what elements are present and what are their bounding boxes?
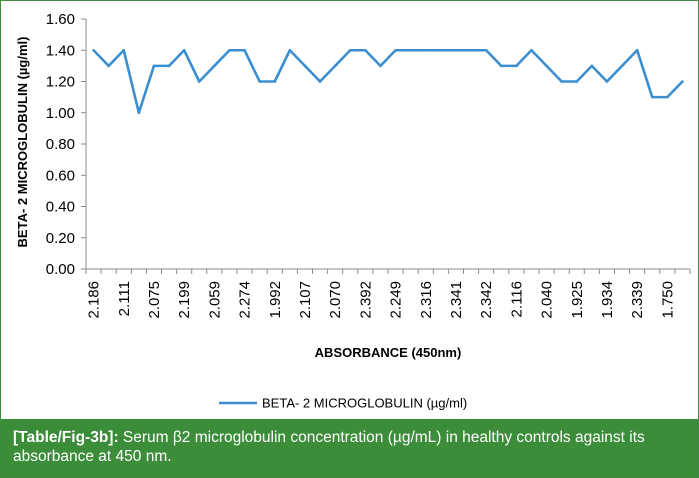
x-axis-title: ABSORBANCE (450nm) <box>315 345 462 360</box>
data-point <box>213 64 216 68</box>
data-point <box>650 95 654 99</box>
x-tick-label: 1.925 <box>569 281 586 319</box>
y-tick-label: 0.60 <box>46 167 75 184</box>
data-point <box>137 111 141 115</box>
data-point <box>273 80 277 83</box>
data-point <box>107 64 110 68</box>
y-axis-title: BETA- 2 MICROGLOBULIN (µg/ml) <box>15 37 30 248</box>
data-point <box>424 48 428 52</box>
data-point <box>167 64 171 68</box>
x-tick-label: 2.341 <box>448 281 465 319</box>
y-tick-label: 0.40 <box>46 199 75 216</box>
x-tick-label: 1.750 <box>659 281 676 319</box>
x-tick-label: 2.274 <box>237 281 254 319</box>
x-tick-label: 2.075 <box>146 281 163 319</box>
data-point <box>499 64 503 68</box>
legend: BETA- 2 MICROGLOBULIN (µg/ml) <box>219 396 467 411</box>
x-tick-label: 2.059 <box>206 281 223 319</box>
y-tick-label: 0.00 <box>46 261 75 278</box>
data-point <box>379 64 382 68</box>
x-tick-label: 2.111 <box>116 281 133 316</box>
x-tick-label: 2.339 <box>629 281 646 319</box>
data-point <box>122 48 126 52</box>
data-point <box>303 64 307 68</box>
data-point <box>666 95 669 99</box>
y-tick-label: 1.40 <box>46 42 75 59</box>
data-point <box>515 64 518 68</box>
data-point <box>560 80 563 83</box>
x-tick-label: 2.186 <box>86 281 103 319</box>
figure-caption: [Table/Fig-3b]: Serum β2 microglobulin c… <box>1 419 698 477</box>
caption-label: [Table/Fig-3b]: <box>13 429 119 446</box>
data-point <box>575 80 579 83</box>
x-tick-label: 2.342 <box>478 281 495 319</box>
series-line <box>92 48 684 115</box>
data-point <box>394 48 397 52</box>
x-tick-label: 2.040 <box>539 281 556 319</box>
data-point <box>605 80 609 83</box>
x-tick-label: 2.107 <box>297 281 314 319</box>
data-point <box>364 48 367 52</box>
y-tick-label: 0.20 <box>46 230 75 247</box>
data-point <box>484 48 488 52</box>
x-tick-label: 2.392 <box>357 281 374 319</box>
data-point <box>228 48 231 52</box>
series-points <box>92 48 684 115</box>
data-point <box>243 48 246 52</box>
y-tick-label: 1.20 <box>46 74 75 91</box>
data-point <box>590 64 594 68</box>
data-point <box>318 80 322 83</box>
data-point <box>288 48 292 52</box>
x-tick-label: 1.992 <box>267 281 284 319</box>
data-point <box>545 64 548 68</box>
data-point <box>620 64 624 68</box>
data-point <box>258 80 261 83</box>
data-point <box>530 48 533 52</box>
data-point <box>681 80 684 83</box>
x-tick-label: 1.934 <box>599 281 616 319</box>
x-tick-label: 2.199 <box>176 281 193 319</box>
y-tick-label: 1.00 <box>46 105 75 122</box>
x-tick-label: 2.316 <box>418 281 435 319</box>
x-tick-label: 2.249 <box>388 281 405 319</box>
data-point <box>635 48 639 52</box>
chart: 0.00 0.20 0.40 0.60 0.80 1.00 1.20 1.40 1.60 2.1… <box>15 11 691 411</box>
data-point <box>182 48 186 52</box>
y-axis-ticks: 0.00 0.20 0.40 0.60 0.80 1.00 1.20 1.40 1.60 <box>46 11 86 278</box>
data-point <box>92 48 95 52</box>
x-axis-ticks: 2.186 2.111 2.075 2.199 2.059 2.274 1.992 2.107… <box>85 269 691 319</box>
data-point <box>454 48 458 52</box>
data-point <box>197 80 201 83</box>
data-point <box>439 48 443 52</box>
data-point <box>152 64 156 68</box>
data-point <box>333 64 337 68</box>
y-tick-label: 1.60 <box>46 11 75 28</box>
data-point <box>409 48 412 52</box>
caption-text: Serum β2 microglobulin concentration (µg… <box>13 429 645 465</box>
data-point <box>469 48 473 52</box>
x-tick-label: 2.070 <box>327 281 344 319</box>
x-tick-label: 2.116 <box>508 281 525 317</box>
legend-label: BETA- 2 MICROGLOBULIN (µg/ml) <box>262 396 467 411</box>
data-point <box>348 48 352 52</box>
y-tick-label: 0.80 <box>46 136 75 153</box>
